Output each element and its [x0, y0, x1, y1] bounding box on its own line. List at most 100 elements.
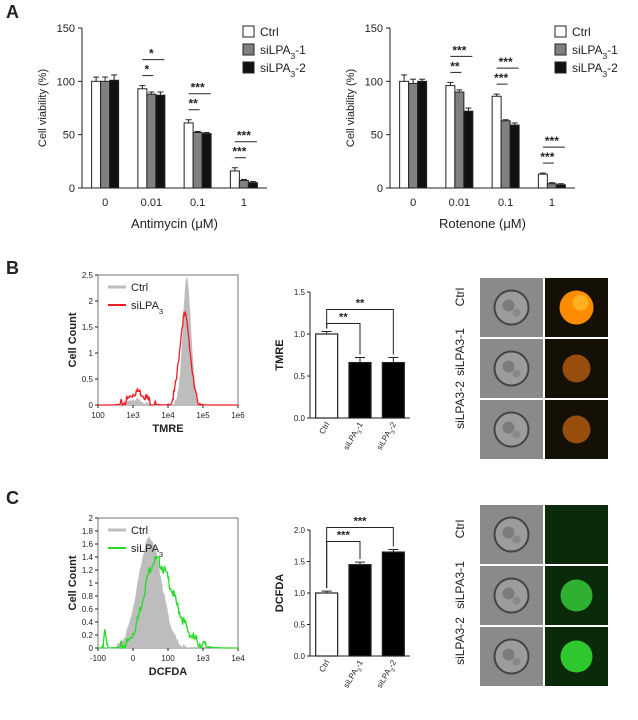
- tmre-bar-ytick-label-1: 0.5: [294, 372, 306, 381]
- dcfda-hist-ytick-label-3: 0.6: [82, 605, 94, 614]
- rotenone-bar-1-1: [454, 91, 465, 189]
- antimycin-legend-swatch-0: [242, 25, 255, 38]
- antimycin-bar-1-2: [155, 94, 166, 189]
- antimycin-legend-label-1: siLPA3-1: [260, 43, 306, 61]
- rotenone-bar-2-2: [509, 124, 520, 189]
- tmre-bar-sig-label-1: **: [356, 297, 365, 309]
- tmre-bar-ytick-label-2: 1.0: [294, 330, 306, 339]
- dcfda-hist-xlabel: DCFDA: [149, 666, 188, 678]
- rotenone-xtick-label-1: 0.01: [449, 197, 470, 209]
- antimycin-sig-label-0-b: *: [149, 47, 154, 61]
- rotenone-sig-label-2-b: ***: [545, 134, 559, 148]
- dcfda-bar-chart: 0.0 0.5 1.0 1.5 2.0 DCFDA Ctrl siLPA3-1 siLPA3-2…: [274, 516, 410, 689]
- rotenone-bar-0-2: [417, 80, 428, 189]
- antimycin-sig-label-1-a: **: [188, 97, 198, 111]
- tmre-hist-xlabel: TMRE: [152, 423, 183, 435]
- rotenone-xtick-label-3: 1: [549, 197, 555, 209]
- rotenone-legend-label-1: siLPA3-1: [572, 43, 618, 61]
- antimycin-bar-3-2: [247, 182, 258, 189]
- dcfda-bar-ytick-label-3: 1.5: [294, 558, 306, 567]
- dcfda-img-cell-bf-inner-2: [502, 648, 515, 661]
- antimycin-ylabel: Cell viability (%): [37, 69, 49, 147]
- tmre-hist-xtick-label-3: 1e5: [196, 411, 210, 420]
- rotenone-bar-3-2: [555, 184, 566, 189]
- tmre-bar-sig-label-0: **: [339, 311, 348, 323]
- antimycin-xtick-label-0: 0: [102, 197, 108, 209]
- dcfda-bar-sig-label-1: ***: [354, 516, 368, 528]
- dcfda-bar-sig-label-0: ***: [337, 530, 351, 542]
- dcfda-hist-xtick-label-1: 0: [131, 654, 136, 663]
- dcfda-hist-xtick-label-2: 100: [161, 654, 175, 663]
- dcfda-hist-xtick-label-4: 1e4: [231, 654, 245, 663]
- dcfda-img-cell-bf-inner-1: [502, 587, 515, 600]
- tmre-bar-bar-1: [348, 361, 372, 419]
- tmre-img-cell-fl-hot-0: [572, 294, 589, 311]
- antimycin-bar-1-1: [146, 93, 157, 189]
- dcfda-hist-si-line: [98, 555, 238, 650]
- rotenone-bar-1-2: [463, 110, 474, 189]
- dcfda-hist-ytick-label-5: 1: [89, 579, 94, 588]
- tmre-bar-bar-0: [315, 333, 339, 419]
- rotenone-xlabel: Rotenone (μM): [439, 216, 526, 231]
- dcfda-bar-ytick-label-2: 1.0: [294, 589, 306, 598]
- dcfda-bar-ytick-label-0: 0.0: [294, 652, 306, 661]
- antimycin-sig-label-1-b: ***: [191, 81, 205, 95]
- rotenone-sig-label-0-b: ***: [452, 43, 466, 57]
- rotenone-bar-2-1: [500, 120, 511, 189]
- dcfda-hist-ytick-label-2: 0.4: [82, 618, 94, 627]
- rotenone-ytick-label-0: 0: [377, 183, 383, 195]
- dcfda-img-cell-bf-spot-1: [512, 596, 521, 605]
- tmre-img-cell-bf-spot-0: [512, 308, 521, 317]
- dcfda-hist-chart: 00.20.40.60.811.21.41.61.82-100 0 100 1e3 1e…: [67, 514, 245, 678]
- antimycin-bar-1-0: [137, 88, 148, 189]
- rotenone-sig-label-1-a: ***: [494, 71, 508, 85]
- rotenone-ytick-label-2: 100: [365, 76, 383, 88]
- rotenone-sig-label-0-a: **: [450, 59, 460, 73]
- dcfda-hist-ytick-label-1: 0.2: [82, 631, 94, 640]
- tmre-hist-legend-si-label: siLPA3: [131, 300, 163, 316]
- tmre-hist-chart: 0 0.5 1 1.5 2 2.5 100 1e3 1e4 1e5 1e6 Cell Count TMR…: [67, 271, 245, 435]
- antimycin-xtick-label-1: 0.01: [141, 197, 162, 209]
- antimycin-sig-label-2-b: ***: [237, 129, 251, 143]
- tmre-img-cell-fl-2: [562, 415, 591, 444]
- tmre-hist-ytick-label-4: 2: [89, 297, 94, 306]
- antimycin-ytick-label-3: 150: [57, 23, 75, 35]
- rotenone-bar-3-1: [546, 183, 557, 189]
- tmre-hist-xtick-label-0: 100: [91, 411, 105, 420]
- rotenone-ylabel: Cell viability (%): [345, 69, 357, 147]
- rotenone-legend-swatch-1: [554, 43, 567, 56]
- dcfda-img-cell-fl-1: [560, 579, 593, 612]
- tmre-img-cell-bf-inner-2: [502, 421, 515, 434]
- rotenone-ytick-label-1: 50: [371, 130, 383, 142]
- tmre-hist-xtick-label-1: 1e3: [126, 411, 140, 420]
- antimycin-ytick-label-2: 100: [57, 76, 75, 88]
- tmre-bar-chart: 0.0 0.5 1.0 1.5 TMRE Ctrl siLPA3-1 siLPA3-2 ** **: [274, 288, 410, 451]
- tmre-img-cell-bf-spot-2: [512, 430, 521, 439]
- dcfda-hist-ytick-label-8: 1.6: [82, 540, 94, 549]
- tmre-hist-legend-ctrl-label: Ctrl: [131, 282, 148, 294]
- dcfda-hist-ytick-label-6: 1.2: [82, 566, 94, 575]
- dcfda-hist-xtick-label-3: 1e3: [196, 654, 210, 663]
- rotenone-xtick-label-2: 0.1: [498, 197, 513, 209]
- antimycin-xtick-label-2: 0.1: [190, 197, 205, 209]
- antimycin-ytick-label-0: 0: [69, 183, 75, 195]
- rotenone-sig-label-2-a: ***: [540, 150, 554, 164]
- panel-label-a: A: [6, 2, 19, 22]
- dcfda-hist-ytick-label-7: 1.4: [82, 553, 94, 562]
- tmre-hist-xtick-label-4: 1e6: [231, 411, 245, 420]
- dcfda-img-tile-0-1: [545, 505, 608, 564]
- tmre-hist-si-line: [98, 310, 238, 407]
- tmre-bar-bar-2: [381, 361, 405, 419]
- antimycin-bar-0-2: [109, 79, 120, 189]
- antimycin-bar-2-1: [192, 132, 203, 189]
- tmre-hist-ytick-label-2: 1: [89, 349, 94, 358]
- dcfda-hist-xtick-label-0: -100: [90, 654, 107, 663]
- tmre-hist-ylabel: Cell Count: [67, 312, 79, 367]
- antimycin-bar-3-1: [238, 180, 249, 189]
- antimycin-legend-label-0: Ctrl: [260, 25, 279, 39]
- dcfda-hist-ylabel: Cell Count: [67, 555, 79, 610]
- dcfda-hist-ytick-label-0: 0: [89, 644, 94, 653]
- antimycin-xlabel: Antimycin (μM): [131, 216, 218, 231]
- rotenone-bar-2-0: [491, 95, 502, 189]
